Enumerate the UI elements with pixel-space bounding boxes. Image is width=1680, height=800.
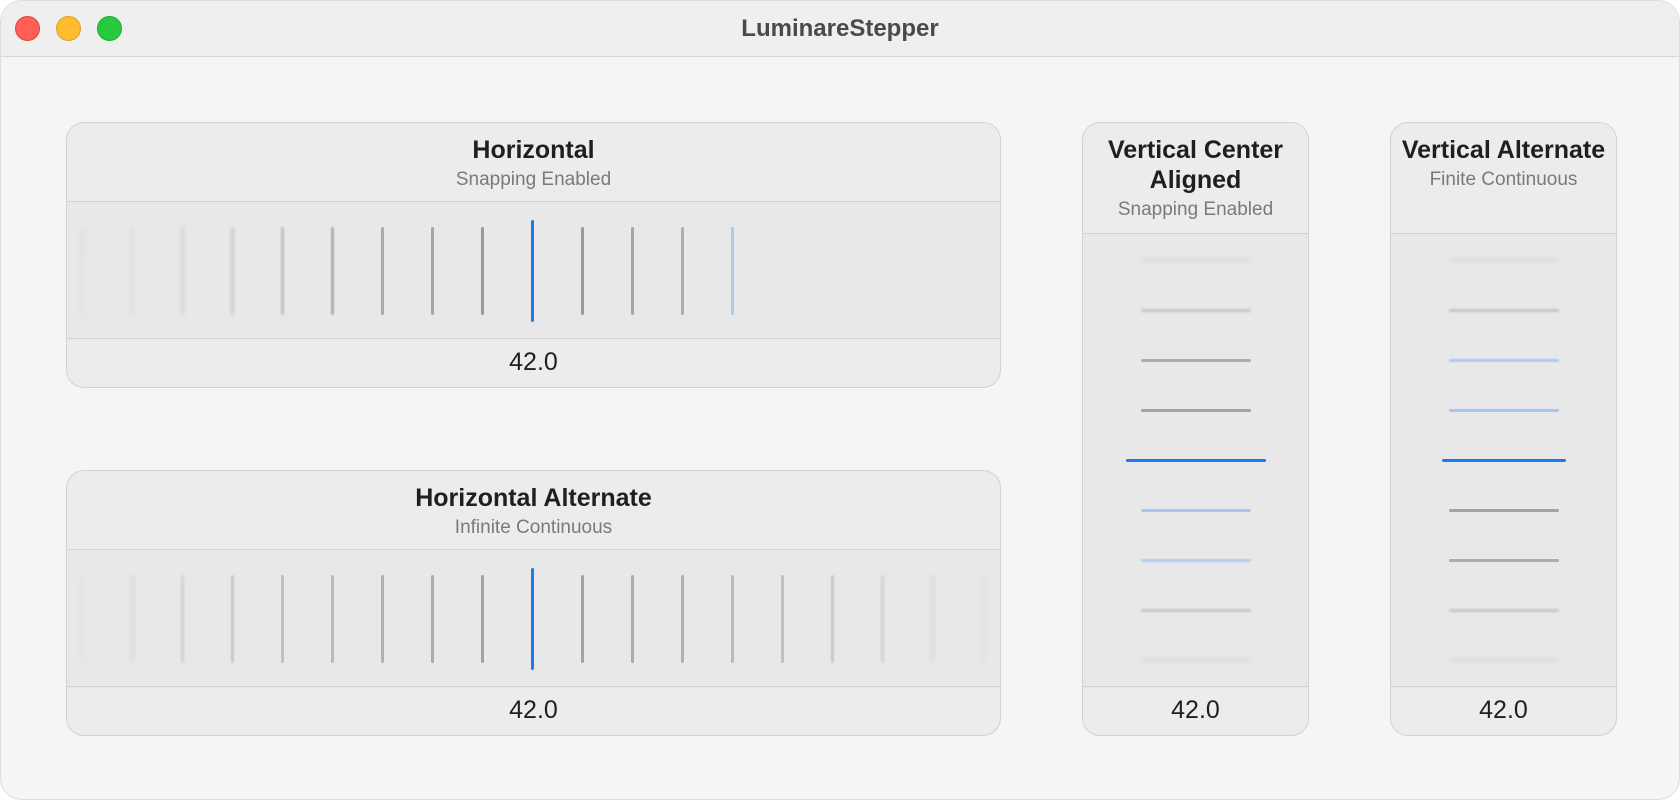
stepper-tick <box>130 227 134 315</box>
stepper-tick <box>980 575 984 663</box>
stepper-tick <box>230 227 234 315</box>
panel-header: Horizontal Snapping Enabled <box>67 123 1000 202</box>
stepper-tick <box>630 575 634 663</box>
stepper-tick <box>230 575 234 663</box>
stepper-tick <box>280 227 284 315</box>
stepper-tick <box>680 575 684 663</box>
stepper-tick <box>830 575 834 663</box>
panel-title: Vertical Center Aligned <box>1107 136 1284 194</box>
stepper-tick <box>330 227 334 315</box>
panel-subtitle: Finite Continuous <box>1429 169 1578 190</box>
horizontal-stepper-track[interactable] <box>67 202 1000 340</box>
stepper-tick <box>330 575 334 663</box>
vertical-center-stepper-panel: Vertical Center Aligned Snapping Enabled… <box>1082 122 1309 736</box>
stepper-current-tick <box>530 568 534 670</box>
panel-header: Vertical Center Aligned Snapping Enabled <box>1083 123 1308 234</box>
stepper-current-tick <box>530 220 534 322</box>
stepper-tick <box>480 575 484 663</box>
panel-header: Horizontal Alternate Infinite Continuous <box>67 471 1000 550</box>
stepper-tick <box>480 227 484 315</box>
zoom-window-button[interactable] <box>97 16 122 41</box>
stepper-value: 42.0 <box>67 338 1000 387</box>
stepper-tick <box>1449 258 1559 262</box>
stepper-tick <box>680 227 684 315</box>
stepper-tick <box>130 575 134 663</box>
vertical-center-stepper-track[interactable] <box>1083 234 1308 688</box>
panel-header: Vertical Alternate Finite Continuous <box>1391 123 1616 234</box>
stepper-current-tick <box>1126 458 1266 462</box>
stepper-tick <box>630 227 634 315</box>
title-bar: LuminareStepper <box>1 1 1679 57</box>
stepper-tick <box>580 227 584 315</box>
panel-subtitle: Snapping Enabled <box>455 169 612 190</box>
close-window-button[interactable] <box>15 16 40 41</box>
stepper-tick <box>1141 258 1251 262</box>
panel-title: Vertical Alternate <box>1401 136 1606 164</box>
panel-title: Horizontal Alternate <box>415 484 652 512</box>
horizontal-alternate-stepper-panel: Horizontal Alternate Infinite Continuous… <box>66 470 1001 736</box>
stepper-tick <box>880 575 884 663</box>
panel-subtitle: Infinite Continuous <box>454 517 613 538</box>
stepper-current-tick <box>1442 458 1566 462</box>
vertical-alternate-stepper-panel: Vertical Alternate Finite Continuous 42.… <box>1390 122 1617 736</box>
stepper-tick <box>1449 608 1559 612</box>
horizontal-alternate-stepper-track[interactable] <box>67 550 1000 688</box>
stepper-tick <box>1141 308 1251 312</box>
stepper-tick <box>430 227 434 315</box>
stepper-tick <box>730 575 734 663</box>
stepper-tick <box>1449 658 1559 662</box>
stepper-tick <box>180 227 184 315</box>
window-title: LuminareStepper <box>741 15 939 42</box>
stepper-tick <box>380 575 384 663</box>
stepper-tick <box>1449 308 1559 312</box>
stepper-tick <box>1449 508 1559 512</box>
stepper-tick <box>1141 608 1251 612</box>
stepper-tick <box>1141 508 1251 512</box>
minimize-window-button[interactable] <box>56 16 81 41</box>
stepper-tick <box>1141 358 1251 362</box>
stepper-value: 42.0 <box>1391 686 1616 735</box>
stepper-tick <box>1449 558 1559 562</box>
stepper-tick <box>180 575 184 663</box>
stepper-tick <box>1141 658 1251 662</box>
stepper-tick <box>1449 358 1559 362</box>
stepper-tick <box>930 575 934 663</box>
stepper-tick <box>430 575 434 663</box>
stepper-value: 42.0 <box>67 686 1000 735</box>
panel-subtitle: Snapping Enabled <box>1117 199 1274 220</box>
panel-title: Horizontal <box>472 136 595 164</box>
stepper-tick <box>580 575 584 663</box>
horizontal-stepper-panel: Horizontal Snapping Enabled 42.0 <box>66 122 1001 388</box>
stepper-tick <box>780 575 784 663</box>
stepper-tick <box>1141 558 1251 562</box>
stepper-tick <box>280 575 284 663</box>
stepper-tick <box>1141 408 1251 412</box>
stepper-tick <box>80 575 84 663</box>
stepper-tick <box>380 227 384 315</box>
stepper-tick <box>80 227 84 315</box>
vertical-alternate-stepper-track[interactable] <box>1391 234 1616 688</box>
stepper-tick <box>1449 408 1559 412</box>
stepper-tick <box>730 227 734 315</box>
stepper-value: 42.0 <box>1083 686 1308 735</box>
